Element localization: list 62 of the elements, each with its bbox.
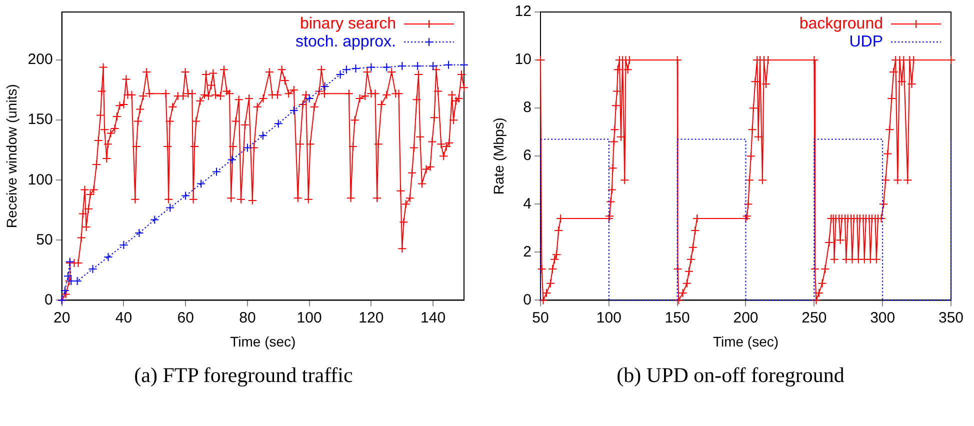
text: (a) FTP foreground traffic: [133, 363, 354, 388]
x-tick-label: 350: [938, 309, 964, 326]
x-axis-title: Time (sec): [230, 333, 296, 350]
x-tick-label: 150: [664, 309, 690, 326]
x-tick-label: 60: [177, 309, 194, 326]
x-tick-label: 300: [870, 309, 896, 326]
point: [342, 65, 351, 74]
x-tick-label: 120: [358, 309, 384, 326]
x-tick-label: 200: [733, 309, 758, 326]
point: [366, 62, 376, 72]
point: [150, 215, 160, 224]
text: (b) UPD on-off foreground: [616, 363, 846, 388]
legend-label: binary search: [300, 15, 396, 32]
x-tick-label: 250: [802, 309, 827, 326]
x-tick-label: 80: [239, 309, 256, 326]
point: [134, 228, 144, 238]
y-tick-label: 0: [523, 291, 532, 308]
point: [227, 155, 236, 164]
point: [212, 167, 222, 176]
point: [119, 240, 128, 250]
y-tick-label: 0: [44, 291, 53, 308]
point: [382, 62, 392, 72]
y-tick-label: 50: [36, 231, 53, 248]
y-tick-label: 100: [28, 171, 53, 188]
y-tick-label: 4: [523, 195, 532, 212]
point: [320, 82, 330, 91]
point: [88, 264, 98, 274]
x-tick-label: 100: [596, 309, 622, 326]
x-tick-label: 20: [53, 309, 70, 326]
x-axis-title: Time (sec): [712, 333, 779, 350]
point: [428, 62, 438, 71]
y-tick-label: 2: [523, 243, 532, 260]
point: [413, 62, 422, 71]
y-tick-label: 8: [523, 99, 532, 116]
point: [196, 179, 206, 188]
x-tick-label: 100: [296, 309, 322, 326]
point: [460, 60, 468, 70]
y-tick-label: 150: [28, 111, 53, 128]
x-tick-label: 140: [420, 309, 446, 326]
point: [274, 119, 283, 128]
y-tick-label: 12: [514, 3, 532, 20]
y-tick-label: 200: [28, 51, 53, 68]
legend-label: background: [799, 15, 883, 32]
y-tick-label: 6: [523, 147, 532, 164]
point: [336, 70, 345, 79]
point: [289, 106, 298, 115]
legend-label: stoch. approx.: [296, 33, 396, 50]
y-axis-title: Rate (Mbps): [490, 118, 506, 195]
point: [181, 191, 190, 200]
point: [398, 62, 407, 71]
point: [166, 203, 175, 212]
y-axis-title: Receive window (units): [3, 84, 20, 228]
point: [60, 286, 70, 296]
point: [258, 131, 268, 140]
legend-label: UDP: [849, 33, 883, 50]
point: [351, 64, 360, 73]
point: [444, 60, 454, 70]
point: [242, 143, 252, 152]
y-tick-label: 10: [514, 51, 532, 68]
x-tick-label: 40: [115, 309, 132, 326]
point: [304, 94, 314, 103]
point: [104, 252, 113, 262]
